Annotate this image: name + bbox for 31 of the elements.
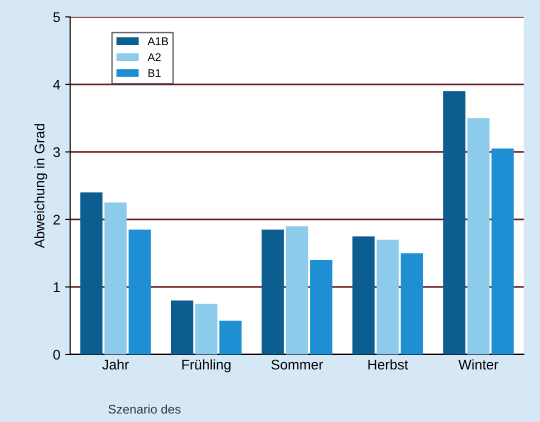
bar bbox=[310, 260, 332, 354]
text: Szenario des bbox=[108, 404, 181, 414]
legend-label: B1 bbox=[148, 69, 161, 77]
legend-label: A2 bbox=[148, 53, 161, 61]
bar bbox=[104, 202, 127, 354]
bar bbox=[286, 226, 308, 354]
x-tick-label: Frühling bbox=[182, 359, 230, 372]
bar bbox=[492, 148, 514, 354]
bar bbox=[262, 230, 284, 354]
y-tick-label: 5 bbox=[53, 12, 60, 22]
bar bbox=[219, 320, 242, 354]
bar bbox=[170, 300, 194, 354]
y-tick-label: 1 bbox=[54, 282, 60, 292]
bar bbox=[376, 240, 399, 354]
bar bbox=[80, 192, 102, 354]
bar bbox=[443, 91, 466, 354]
legend-label: A1B bbox=[148, 37, 168, 46]
bar bbox=[128, 230, 151, 354]
x-tick-label: Jahr bbox=[102, 359, 129, 370]
bar bbox=[352, 236, 375, 354]
bar bbox=[195, 304, 218, 354]
y-axis-title: Abweichung in Grad bbox=[34, 124, 48, 248]
x-tick-label: Herbst bbox=[368, 359, 408, 370]
x-tick-label: Winter bbox=[458, 359, 498, 370]
y-tick-label: 4 bbox=[53, 80, 60, 90]
y-tick-label: 3 bbox=[53, 147, 60, 158]
y-tick-label: 2 bbox=[53, 214, 60, 224]
y-tick-label: 0 bbox=[53, 350, 60, 360]
bar bbox=[467, 118, 490, 354]
bar bbox=[400, 253, 424, 354]
x-tick-label: Sommer bbox=[271, 360, 324, 370]
